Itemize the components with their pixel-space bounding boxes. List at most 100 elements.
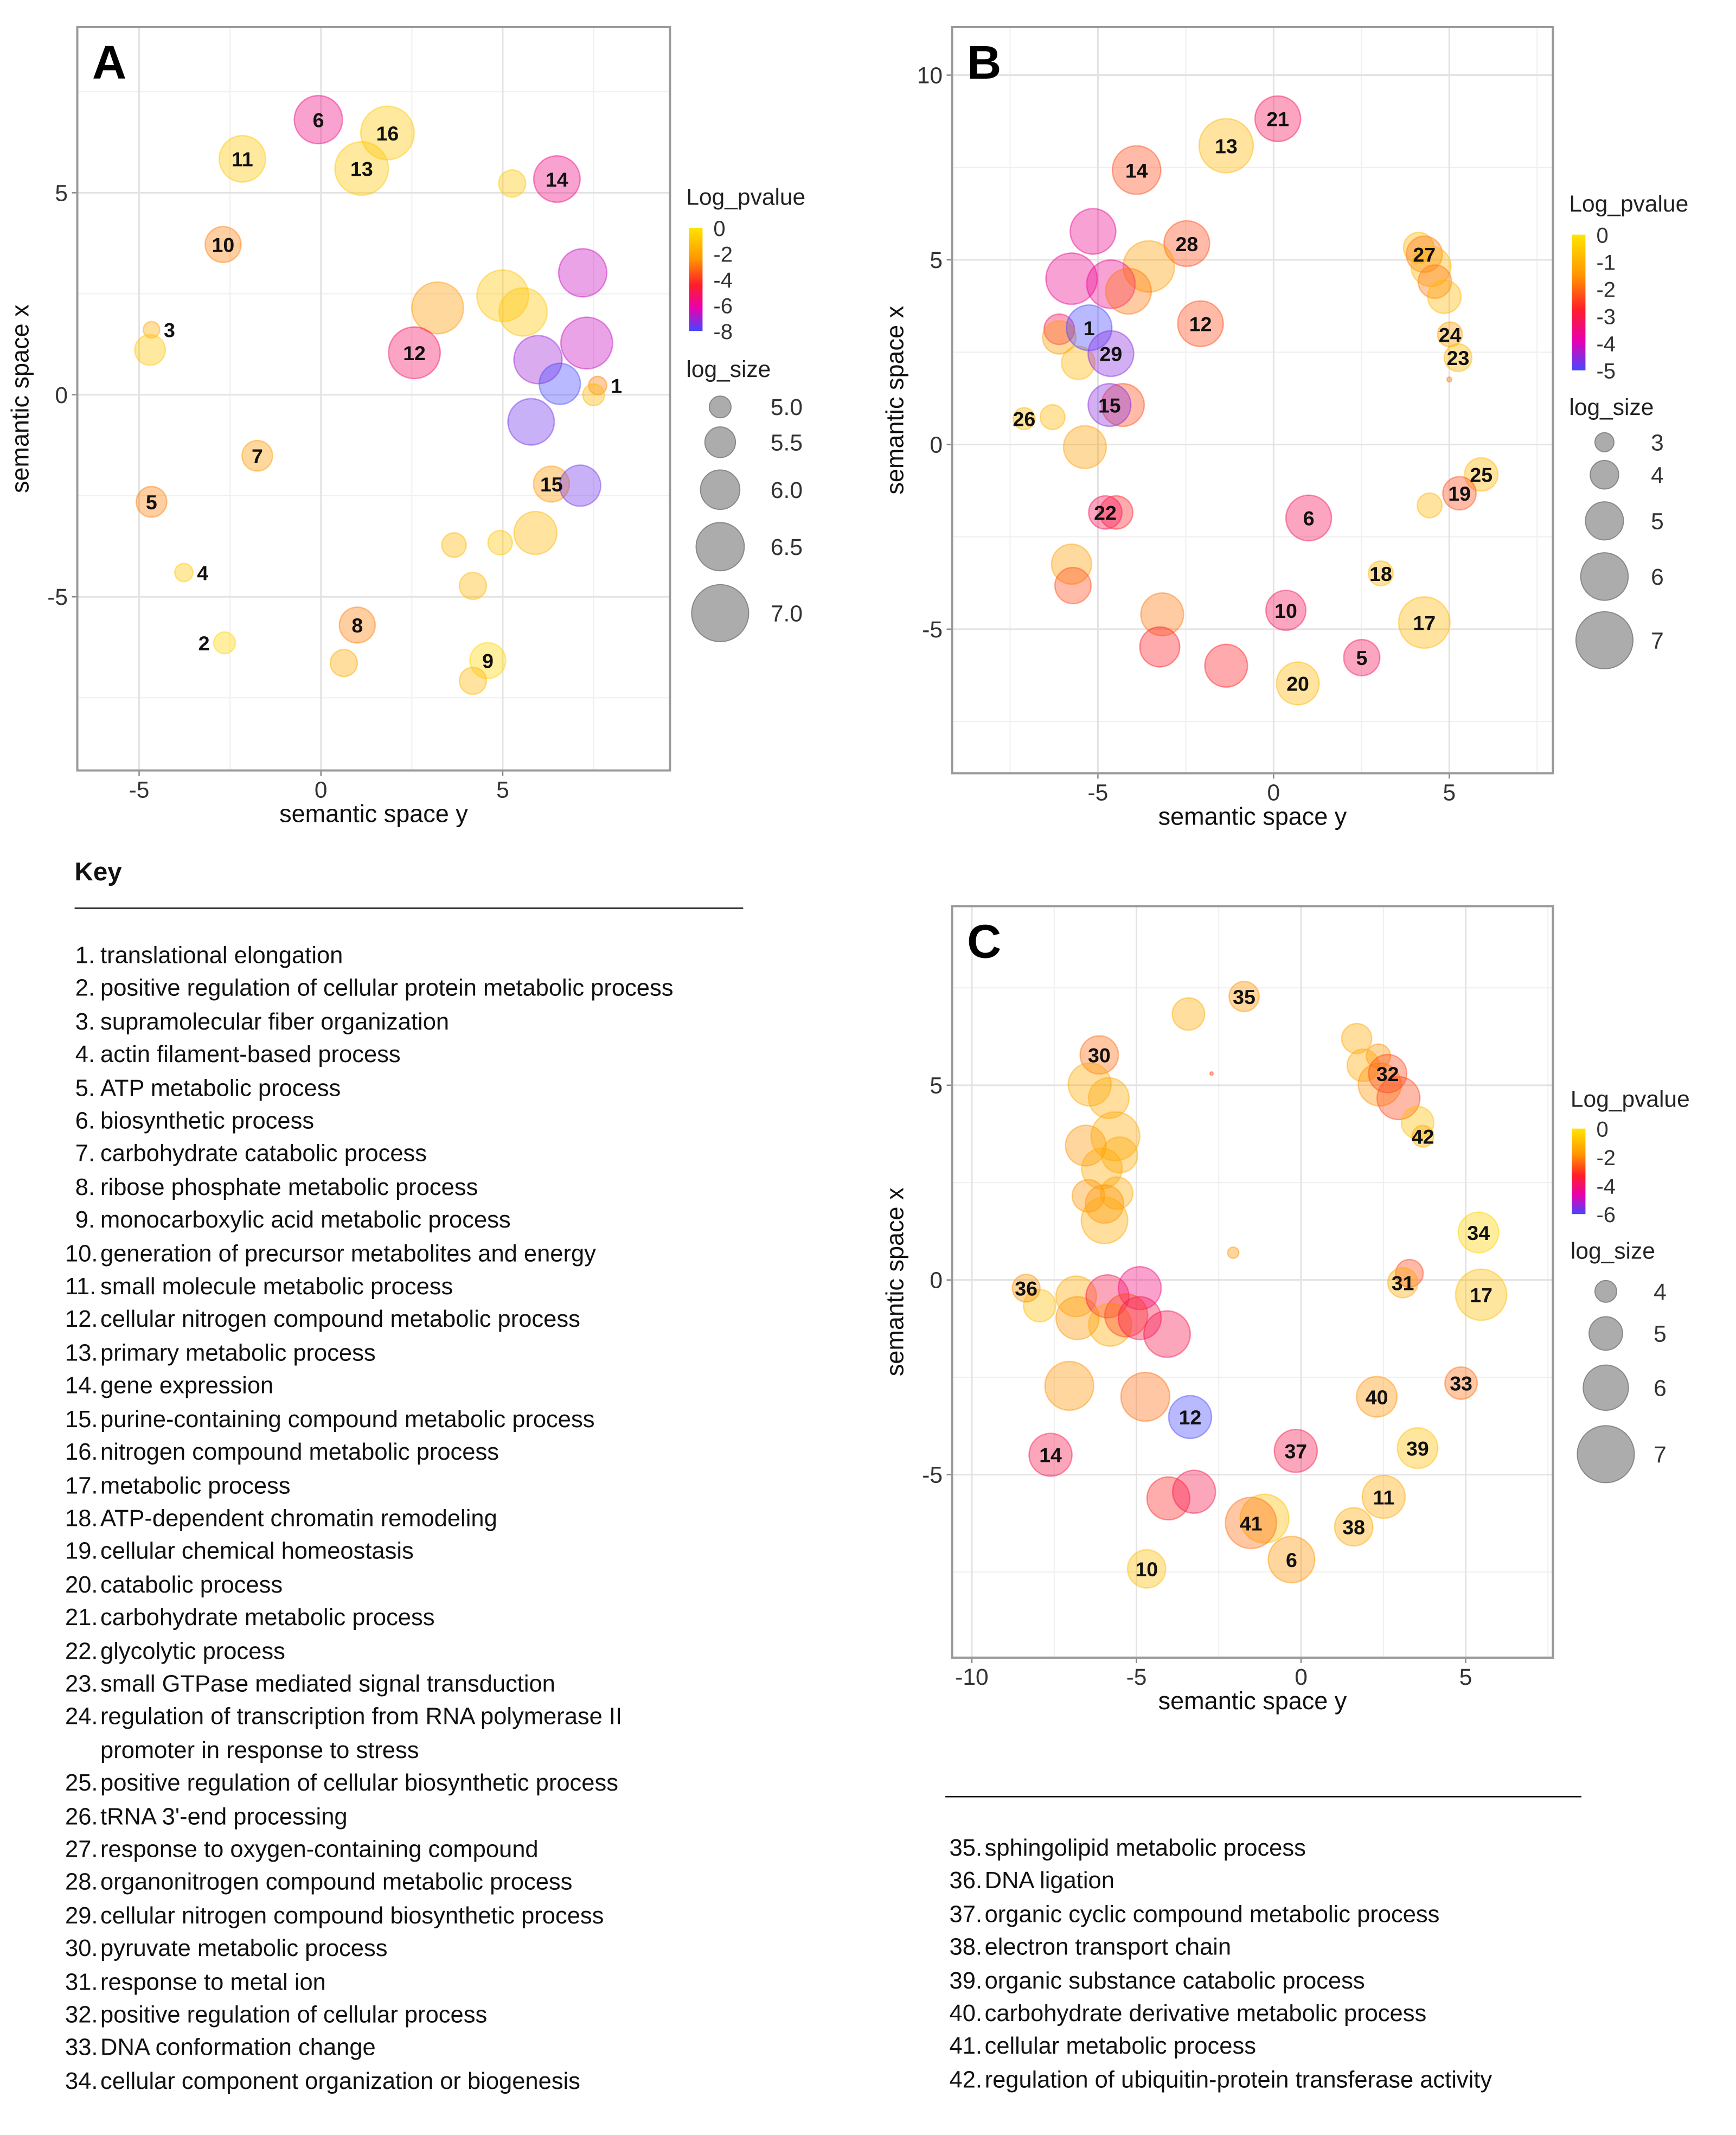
key-item-label: purine-containing compound metabolic pro…: [100, 1405, 595, 1433]
bubble-label: 25: [1470, 463, 1492, 486]
bubble-label: 9: [482, 650, 494, 673]
bubble: [513, 335, 563, 385]
bubble: [1410, 246, 1452, 287]
bubble: [1163, 220, 1210, 267]
plot-border: [76, 26, 671, 772]
colorbar-tick-label: -4: [1596, 333, 1616, 356]
y-tick-label: 5: [55, 181, 68, 206]
bubble-label: 12: [1189, 313, 1212, 336]
bubble: [1400, 1105, 1434, 1140]
key-item-label: sphingolipid metabolic process: [984, 1834, 1306, 1862]
bubble: [1105, 267, 1152, 315]
bubble: [1126, 1549, 1167, 1589]
bubble: [1069, 208, 1117, 255]
bubble-label: 33: [1450, 1372, 1472, 1395]
bubble: [1285, 494, 1333, 542]
key-item: 12. cellular nitrogen compound metabolic …: [65, 1303, 702, 1336]
bubble: [1061, 346, 1096, 380]
key-item-number: 6.: [75, 1107, 95, 1134]
key-item-label: DNA ligation: [984, 1867, 1114, 1895]
bubble-label: 6: [313, 108, 324, 131]
bubble: [1387, 1267, 1419, 1299]
bubble: [1100, 382, 1145, 427]
key-item-number: 40.: [949, 1999, 983, 2027]
color-legend-title: Log_pvalue: [1571, 1087, 1690, 1113]
colorbar-tick-label: -5: [1596, 360, 1616, 383]
bubble: [1341, 1022, 1373, 1054]
bubble-label: 14: [546, 168, 568, 191]
size-legend-label: 5: [1651, 509, 1664, 534]
bubble-label: 28: [1175, 233, 1198, 255]
bubble: [1085, 1184, 1125, 1224]
bubble: [388, 326, 441, 380]
key-item: 18. ATP-dependent chromatin remodeling: [65, 1501, 702, 1535]
size-legend-circle: [1590, 460, 1619, 490]
bubble: [1376, 1076, 1421, 1121]
bubble: [458, 571, 488, 600]
colorbar-tick-label: 0: [1596, 224, 1608, 248]
key-item: 14. gene expression: [65, 1369, 702, 1402]
bubble: [1054, 567, 1092, 605]
key-item-label: positive regulation of cellular biosynth…: [100, 1769, 618, 1797]
bubble: [1079, 1035, 1119, 1075]
key-list-left: 1. translational elongation 2. positive reg…: [65, 939, 702, 2098]
size-legend-label: 6: [1651, 565, 1664, 590]
bubble: [1168, 1395, 1213, 1440]
x-tick-label: 0: [1267, 780, 1280, 806]
bubble: [1367, 560, 1394, 587]
bubble: [1055, 1296, 1100, 1340]
key-item: 6. biosynthetic process: [65, 1104, 702, 1137]
panel-label: C: [967, 915, 1001, 968]
bubble: [458, 666, 488, 695]
key-item: 19. cellular chemical homeostasis: [65, 1535, 702, 1568]
bubble: [1104, 1293, 1149, 1338]
y-tick-label: 0: [930, 432, 943, 458]
bubble: [1120, 1371, 1171, 1422]
key-item-number: 37.: [949, 1900, 983, 1928]
size-legend-title: log_size: [1571, 1239, 1655, 1264]
colorbar-tick-label: -2: [713, 243, 733, 267]
key-item: 23. small GTPase mediated signal transduc…: [65, 1667, 702, 1700]
bubble-label: 11: [232, 148, 253, 171]
bubble: [559, 464, 601, 507]
y-tick-label: -5: [922, 1463, 943, 1488]
bubble-label: 10: [1274, 599, 1297, 622]
bubble: [1062, 425, 1107, 469]
size-legend-circle: [1575, 611, 1633, 669]
bubble: [1081, 1147, 1123, 1190]
size-legend-circle: [1580, 552, 1629, 601]
key-item-label: actin filament-based process: [100, 1040, 401, 1068]
key-item-number: 11.: [65, 1272, 97, 1300]
bubble: [1023, 1289, 1057, 1323]
bubble: [1087, 1077, 1130, 1120]
key-item-number: 35.: [949, 1834, 983, 1862]
bubble-label: 23: [1447, 347, 1470, 369]
key-item-label: metabolic process: [100, 1471, 291, 1499]
bubble: [1417, 264, 1452, 299]
y-tick-label: 10: [917, 63, 943, 89]
bubble-label: 42: [1412, 1126, 1434, 1148]
bubble-label: 17: [1470, 1284, 1492, 1307]
bubble: [513, 510, 558, 555]
colorbar-tick-label: -4: [1596, 1175, 1616, 1199]
key-item-label: gene expression: [100, 1372, 274, 1399]
bubble: [1117, 1296, 1162, 1340]
key-item-label: response to metal ion: [100, 1967, 326, 1995]
bubble-label: 6: [1303, 507, 1315, 530]
bubble-label: 5: [146, 491, 157, 514]
key-item-label: regulation of ubiquitin-protein transfer…: [984, 2066, 1492, 2093]
key-item-number: 23.: [65, 1670, 98, 1697]
bubble: [213, 631, 236, 655]
bubble: [1045, 252, 1098, 305]
key-list-right: 35. sphingolipid metabolic process 36. DNA …: [950, 1831, 1587, 2096]
bubble-label: 13: [350, 157, 373, 180]
size-legend-label: 6.0: [771, 478, 803, 503]
bubble: [1011, 1274, 1041, 1303]
key-item: 9. monocarboxylic acid metabolic process: [65, 1204, 702, 1237]
key-item: 36. DNA ligation: [950, 1864, 1587, 1897]
bubble-label: 6: [1286, 1549, 1297, 1571]
size-legend-circle: [704, 426, 736, 458]
key-item-label: supramolecular fiber organization: [100, 1007, 450, 1035]
bubble-label: 7: [252, 445, 263, 468]
